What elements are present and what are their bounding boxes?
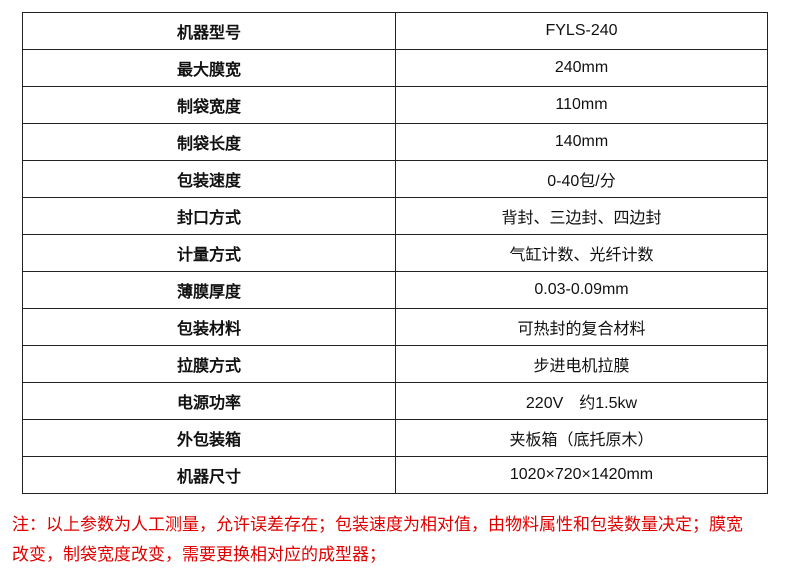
param-name: 制袋长度	[22, 123, 396, 161]
param-name: 包装速度	[22, 160, 396, 198]
note: 注：以上参数为人工测量，允许误差存在；包装速度为相对值，由物料属性和包装数量决定…	[12, 510, 787, 570]
param-name: 制袋宽度	[22, 86, 396, 124]
table-row: 封口方式 背封、三边封、四边封	[22, 197, 768, 235]
note-line: 注：以上参数为人工测量，允许误差存在；包装速度为相对值，由物料属性和包装数量决定…	[12, 515, 743, 534]
table-row: 包装材料 可热封的复合材料	[22, 308, 768, 346]
param-value: 1020×720×1420mm	[395, 456, 768, 494]
param-name: 薄膜厚度	[22, 271, 396, 309]
param-name: 最大膜宽	[22, 49, 396, 87]
table-row: 机器尺寸 1020×720×1420mm	[22, 456, 768, 494]
table-row: 机器型号 FYLS-240	[22, 12, 768, 50]
param-value: 110mm	[395, 86, 768, 124]
param-value: 夹板箱（底托原木）	[395, 419, 768, 457]
table-row: 包装速度 0-40包/分	[22, 160, 768, 198]
param-value: 140mm	[395, 123, 768, 161]
param-value: 0.03-0.09mm	[395, 271, 768, 309]
param-value: 0-40包/分	[395, 160, 768, 198]
param-value: 气缸计数、光纤计数	[395, 234, 768, 272]
param-name: 拉膜方式	[22, 345, 396, 383]
param-name: 包装材料	[22, 308, 396, 346]
table-row: 电源功率 220V 约1.5kw	[22, 382, 768, 420]
param-value: FYLS-240	[395, 12, 768, 50]
note-line: 改变，制袋宽度改变，需要更换相对应的成型器；	[12, 545, 386, 564]
param-value: 可热封的复合材料	[395, 308, 768, 346]
param-value: 220V 约1.5kw	[395, 382, 768, 420]
table-row: 最大膜宽 240mm	[22, 49, 768, 87]
param-value: 240mm	[395, 49, 768, 87]
param-value: 背封、三边封、四边封	[395, 197, 768, 235]
param-value: 步进电机拉膜	[395, 345, 768, 383]
table-row: 外包装箱 夹板箱（底托原木）	[22, 419, 768, 457]
param-name: 机器尺寸	[22, 456, 396, 494]
param-name: 计量方式	[22, 234, 396, 272]
table-row: 薄膜厚度 0.03-0.09mm	[22, 271, 768, 309]
param-name: 电源功率	[22, 382, 396, 420]
table-row: 计量方式 气缸计数、光纤计数	[22, 234, 768, 272]
table-row: 制袋宽度 110mm	[22, 86, 768, 124]
spec-table: 机器型号 FYLS-240 最大膜宽 240mm 制袋宽度 110mm 制袋长度 140mm 包…	[22, 12, 768, 494]
param-name: 封口方式	[22, 197, 396, 235]
param-name: 机器型号	[22, 12, 396, 50]
table-row: 制袋长度 140mm	[22, 123, 768, 161]
param-name: 外包装箱	[22, 419, 396, 457]
table-row: 拉膜方式 步进电机拉膜	[22, 345, 768, 383]
